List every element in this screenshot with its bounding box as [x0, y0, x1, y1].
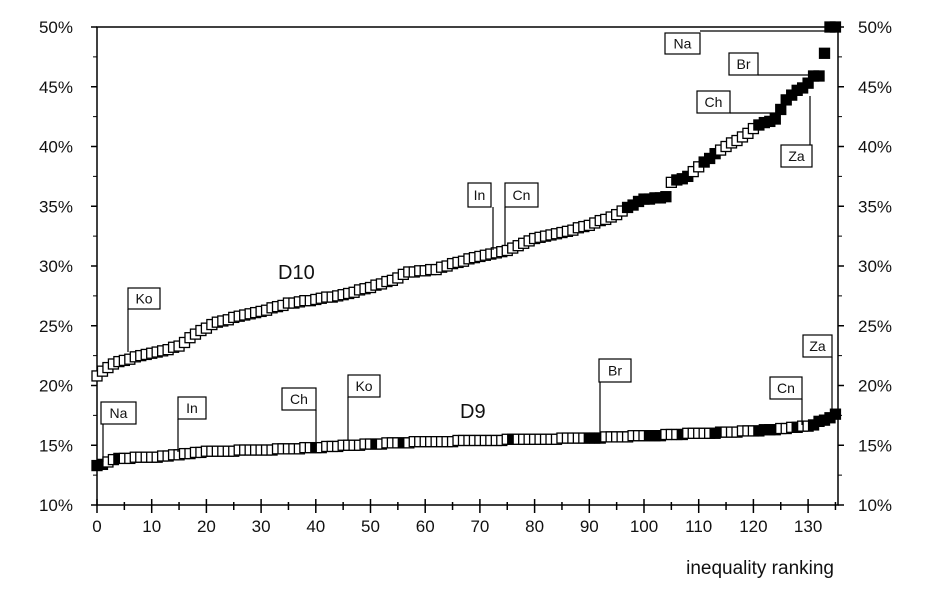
annotation-label: In: [474, 187, 486, 203]
annotation-box: [769, 376, 803, 400]
y-tick-label-left: 15%: [39, 436, 73, 455]
annotation-d9-br: Br: [598, 358, 632, 438]
data-point-d10: [813, 70, 825, 82]
y-tick-label-left: 20%: [39, 377, 73, 396]
x-tick-label: 30: [252, 517, 271, 536]
annotation-d10-cn: Cn: [504, 182, 539, 245]
annotation-d10-ko: Ko: [127, 287, 161, 352]
y-tick-label-left: 50%: [39, 18, 73, 37]
annotation-d9-ch: Ch: [281, 387, 317, 446]
y-tick-label-left: 10%: [39, 496, 73, 515]
annotation-label: Cn: [777, 380, 795, 396]
data-point-d9: [829, 408, 842, 420]
x-axis-label: inequality ranking: [686, 558, 834, 579]
annotation-box: [696, 90, 731, 114]
x-tick-label: 0: [92, 517, 101, 536]
y-tick-label-right: 50%: [858, 18, 892, 37]
annotation-box: [100, 401, 137, 425]
y-tick-label-right: 25%: [858, 317, 892, 336]
x-tick-label: 60: [416, 517, 435, 536]
annotation-box: [728, 52, 759, 76]
annotation-d10-na: Na: [664, 30, 830, 55]
y-tick-label-right: 40%: [858, 138, 892, 157]
data-point-d10: [660, 191, 672, 203]
annotation-label: Ch: [705, 94, 723, 110]
annotation-box: [664, 32, 701, 55]
x-tick-label: 20: [197, 517, 216, 536]
annotation-box: [127, 287, 161, 310]
x-tick-label: 100: [630, 517, 658, 536]
annotations: Ko In Cn Na Br Ch Za Na In Ch Ko Br Cn Za: [100, 30, 833, 462]
annotation-d9-ko: Ko: [347, 374, 381, 440]
annotation-box: [347, 374, 381, 398]
x-tick-label: 70: [470, 517, 489, 536]
annotation-box: [467, 182, 492, 208]
y-tick-label-left: 30%: [39, 257, 73, 276]
y-tick-label-right: 30%: [858, 257, 892, 276]
x-tick-label: 10: [142, 517, 161, 536]
annotation-box: [504, 182, 539, 208]
data-point-d10: [769, 113, 781, 125]
y-tick-label-right: 15%: [858, 436, 892, 455]
y-tick-label-right: 20%: [858, 377, 892, 396]
annotation-label: Ko: [135, 291, 152, 307]
annotation-d9-cn: Cn: [769, 376, 803, 425]
x-tick-label: 80: [525, 517, 544, 536]
annotation-label: Za: [809, 338, 826, 354]
annotation-box: [802, 334, 833, 358]
y-tick-label-left: 25%: [39, 317, 73, 336]
annotation-d10-br: Br: [728, 52, 815, 76]
series-label-d9: D9: [460, 401, 486, 423]
annotation-label: Za: [788, 148, 805, 164]
y-tick-label-right: 10%: [858, 496, 892, 515]
annotation-label: Ko: [355, 378, 372, 394]
annotation-label: Br: [737, 56, 751, 72]
annotation-label: In: [186, 400, 198, 416]
annotation-box: [598, 358, 632, 383]
annotation-d9-na: Na: [100, 401, 137, 462]
series-label-d10: D10: [278, 262, 315, 284]
x-tick-label: 110: [685, 517, 712, 536]
data-points: [91, 21, 842, 472]
data-point-d10: [818, 47, 831, 59]
y-tick-label-right: 45%: [858, 78, 892, 97]
data-point-d10: [829, 21, 842, 33]
annotation-label: Cn: [513, 187, 531, 203]
x-tick-label: 50: [361, 517, 380, 536]
annotation-label: Ch: [290, 391, 308, 407]
y-tick-label-left: 35%: [39, 197, 73, 216]
annotation-label: Na: [674, 36, 692, 52]
annotation-box: [281, 387, 317, 411]
x-tick-label: 120: [739, 517, 767, 536]
y-tick-label-left: 45%: [39, 78, 73, 97]
annotation-d10-ch: Ch: [696, 90, 778, 114]
annotation-d9-in: In: [177, 396, 207, 452]
annotation-box: [177, 396, 207, 420]
annotation-label: Na: [110, 405, 128, 421]
y-tick-label-left: 40%: [39, 138, 73, 157]
annotation-box: [780, 144, 813, 168]
annotation-d10-in: In: [467, 182, 494, 250]
annotation-d10-za: Za: [780, 96, 813, 168]
x-tick-label: 40: [306, 517, 325, 536]
annotation-label: Br: [608, 363, 622, 379]
x-tick-label: 90: [580, 517, 599, 536]
axes: 10% 10% 15% 15% 20% 20% 25% 25% 30% 30% 35% 35% 40% 4…: [39, 18, 892, 536]
x-tick-label: 130: [794, 517, 822, 536]
annotation-d9-za: Za: [802, 334, 833, 410]
y-tick-label-right: 35%: [858, 197, 892, 216]
